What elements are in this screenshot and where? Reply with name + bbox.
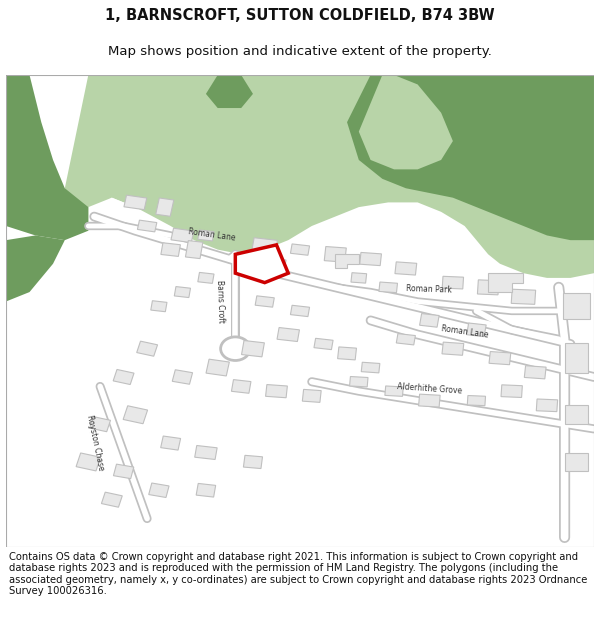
Polygon shape [123, 406, 148, 424]
Polygon shape [101, 492, 122, 508]
Polygon shape [113, 369, 134, 384]
Text: Roman Lane: Roman Lane [440, 324, 489, 339]
Text: 1, BARNSCROFT, SUTTON COLDFIELD, B74 3BW: 1, BARNSCROFT, SUTTON COLDFIELD, B74 3BW [105, 8, 495, 23]
Polygon shape [206, 75, 253, 108]
Text: Contains OS data © Crown copyright and database right 2021. This information is : Contains OS data © Crown copyright and d… [9, 551, 587, 596]
Polygon shape [156, 198, 174, 216]
Polygon shape [185, 241, 203, 259]
Polygon shape [359, 75, 453, 169]
Polygon shape [290, 305, 310, 317]
Polygon shape [244, 456, 262, 469]
Polygon shape [565, 452, 588, 471]
Polygon shape [124, 195, 147, 209]
Polygon shape [565, 342, 588, 374]
Polygon shape [266, 384, 287, 398]
Polygon shape [89, 417, 110, 432]
Polygon shape [467, 396, 485, 406]
Polygon shape [478, 280, 499, 295]
Polygon shape [198, 230, 214, 241]
Polygon shape [351, 272, 367, 283]
Polygon shape [172, 370, 193, 384]
Polygon shape [467, 323, 486, 337]
Polygon shape [232, 379, 251, 393]
Polygon shape [100, 198, 147, 226]
Polygon shape [235, 245, 288, 282]
Polygon shape [488, 273, 523, 292]
Polygon shape [379, 282, 397, 292]
Polygon shape [338, 347, 356, 360]
Polygon shape [113, 464, 134, 479]
Polygon shape [277, 328, 299, 341]
Polygon shape [302, 389, 321, 402]
Text: Map shows position and indicative extent of the property.: Map shows position and indicative extent… [108, 45, 492, 58]
Polygon shape [206, 359, 229, 376]
Polygon shape [151, 301, 167, 312]
Polygon shape [347, 75, 594, 240]
Polygon shape [161, 242, 181, 256]
Polygon shape [6, 75, 88, 240]
Polygon shape [524, 366, 546, 379]
Polygon shape [255, 296, 274, 307]
Polygon shape [324, 246, 346, 262]
Polygon shape [361, 362, 380, 373]
Text: Roman Lane: Roman Lane [188, 227, 236, 242]
Polygon shape [442, 276, 464, 289]
Polygon shape [314, 338, 333, 349]
Polygon shape [195, 446, 217, 459]
Polygon shape [161, 436, 181, 450]
Polygon shape [396, 334, 415, 345]
Polygon shape [171, 228, 194, 242]
Polygon shape [196, 483, 215, 497]
Text: Royston Chase: Royston Chase [85, 414, 106, 472]
Polygon shape [290, 244, 310, 255]
Circle shape [221, 337, 250, 361]
Polygon shape [565, 405, 588, 424]
Polygon shape [242, 341, 265, 357]
Text: Barns Croft: Barns Croft [215, 280, 226, 323]
Polygon shape [137, 220, 157, 232]
Polygon shape [65, 75, 594, 278]
Polygon shape [395, 262, 417, 275]
Polygon shape [267, 258, 286, 269]
Polygon shape [419, 394, 440, 407]
Polygon shape [175, 287, 190, 298]
Polygon shape [419, 314, 439, 328]
Polygon shape [137, 341, 158, 356]
Polygon shape [489, 351, 511, 365]
Polygon shape [563, 293, 590, 319]
Polygon shape [252, 238, 277, 252]
Polygon shape [76, 453, 101, 471]
Polygon shape [149, 483, 169, 498]
Text: Alderhithe Grove: Alderhithe Grove [397, 382, 462, 396]
Polygon shape [536, 399, 557, 412]
Polygon shape [501, 385, 523, 398]
Polygon shape [198, 272, 214, 283]
Polygon shape [385, 386, 403, 396]
Polygon shape [511, 289, 536, 304]
Polygon shape [6, 236, 65, 301]
Polygon shape [335, 254, 359, 269]
Polygon shape [442, 342, 464, 355]
Polygon shape [350, 376, 368, 387]
Polygon shape [359, 253, 382, 266]
Text: Roman Park: Roman Park [406, 284, 452, 294]
